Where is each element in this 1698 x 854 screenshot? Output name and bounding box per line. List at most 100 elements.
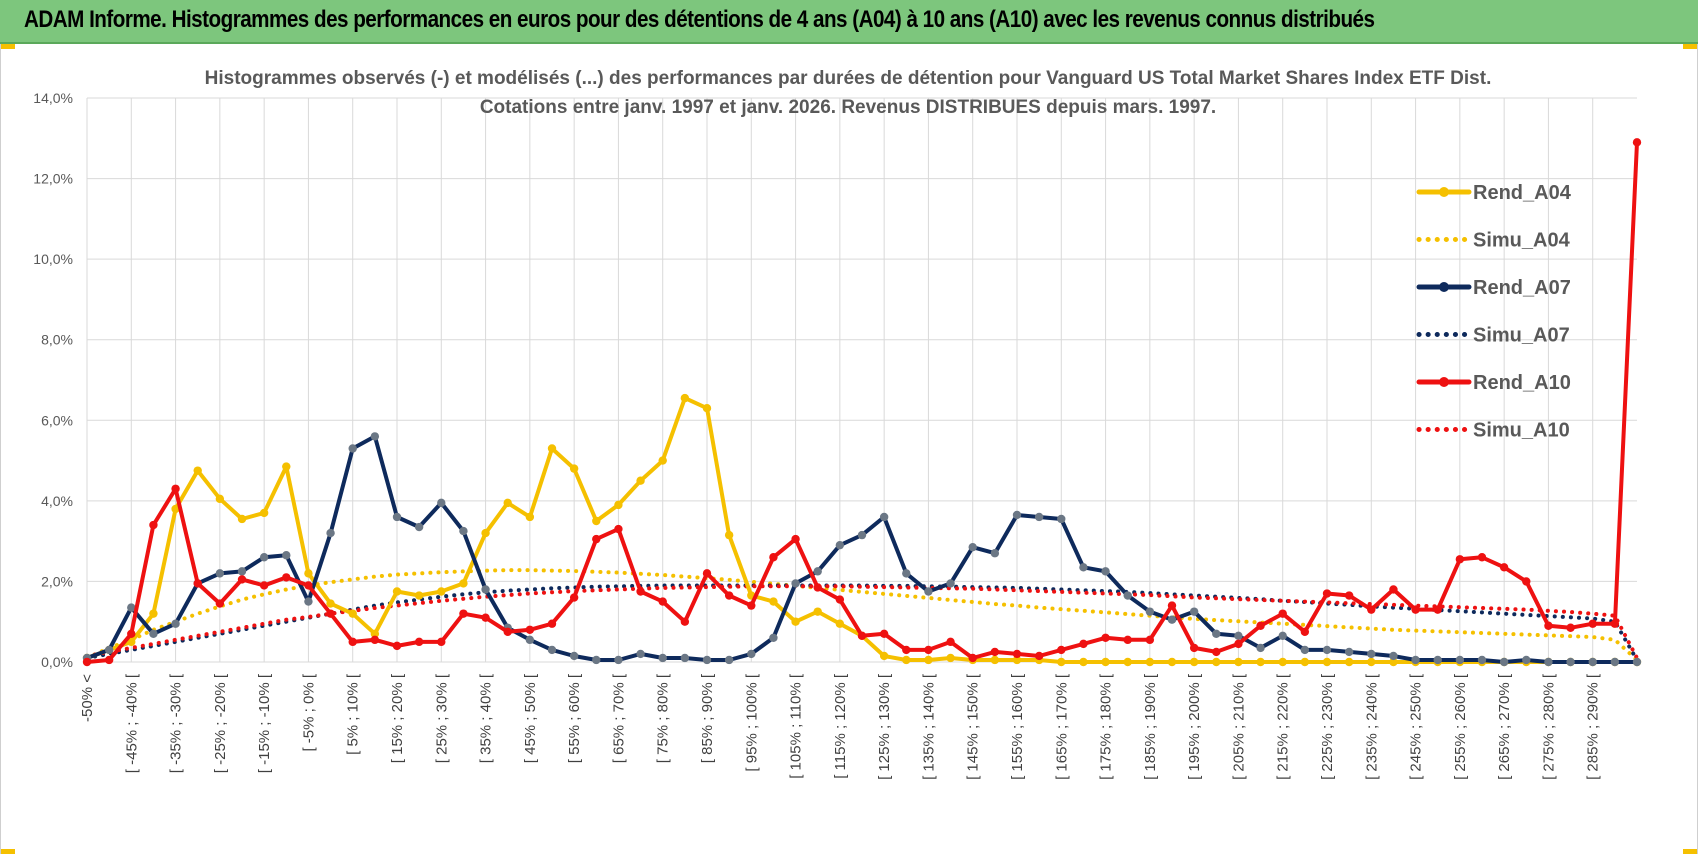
y-tick-label: 2,0% — [41, 573, 73, 589]
point-rend_a07 — [879, 512, 889, 522]
point-rend_a07 — [171, 619, 180, 628]
point-rend_a10 — [747, 601, 756, 610]
point-rend_a10 — [791, 534, 800, 544]
point-rend_a10 — [1123, 635, 1132, 645]
point-rend_a10 — [127, 629, 136, 638]
point-rend_a07 — [237, 567, 247, 576]
y-tick-label: 6,0% — [41, 412, 73, 428]
point-rend_a07 — [569, 651, 579, 661]
point-rend_a10 — [1256, 621, 1265, 630]
point-rend_a07 — [1012, 510, 1022, 520]
legend-label-rend_a10: Rend_A10 — [1473, 372, 1571, 394]
point-rend_a10 — [968, 653, 977, 663]
y-tick-label: 12,0% — [33, 171, 73, 187]
series-line-rend_a07 — [85, 434, 1639, 664]
point-rend_a07 — [437, 498, 446, 508]
x-tick-label: [ 265% ; 270% [ — [1496, 673, 1513, 780]
point-rend_a04 — [503, 498, 512, 508]
point-rend_a10 — [1455, 555, 1465, 564]
point-rend_a07 — [1522, 655, 1531, 665]
point-rend_a04 — [348, 609, 357, 618]
corner-mark-bottom-left — [1, 849, 15, 854]
point-rend_a04 — [1012, 655, 1022, 665]
point-rend_a07 — [1455, 655, 1465, 665]
point-rend_a10 — [171, 484, 180, 493]
point-rend_a04 — [1256, 657, 1265, 667]
point-rend_a07 — [1322, 645, 1332, 655]
point-rend_a07 — [902, 569, 911, 578]
point-rend_a04 — [547, 444, 557, 453]
point-rend_a04 — [990, 655, 1000, 665]
series-line-rend_a04 — [85, 396, 1639, 664]
point-rend_a10 — [392, 641, 402, 651]
point-rend_a04 — [769, 597, 778, 606]
point-rend_a10 — [437, 637, 446, 647]
point-rend_a07 — [1212, 629, 1221, 638]
point-rend_a04 — [946, 653, 955, 663]
point-rend_a10 — [1101, 633, 1110, 643]
point-rend_a10 — [990, 647, 1000, 657]
point-rend_a10 — [1278, 609, 1287, 618]
point-rend_a07 — [702, 655, 712, 665]
point-rend_a07 — [304, 597, 313, 606]
point-rend_a07 — [857, 530, 867, 540]
x-tick-label: [ 165% ; 170% [ — [1053, 673, 1070, 780]
point-rend_a07 — [127, 603, 136, 612]
point-rend_a07 — [614, 655, 623, 665]
point-rend_a07 — [1566, 657, 1575, 667]
point-rend_a10 — [1057, 645, 1066, 655]
x-tick-label: [ 225% ; 230% [ — [1319, 673, 1336, 780]
header-bar: ADAM Informe. Histogrammes des performan… — [0, 0, 1698, 44]
point-rend_a10 — [592, 534, 601, 544]
point-rend_a04 — [680, 393, 690, 403]
x-tick-label: [ 255% ; 260% [ — [1452, 673, 1469, 780]
point-rend_a10 — [680, 617, 690, 626]
point-rend_a10 — [946, 637, 955, 647]
point-rend_a07 — [326, 528, 335, 538]
point-rend_a07 — [1057, 514, 1066, 524]
point-rend_a10 — [614, 524, 623, 534]
point-rend_a10 — [1189, 643, 1199, 653]
point-rend_a10 — [282, 573, 291, 582]
point-rend_a07 — [968, 542, 977, 552]
x-tick-label: [ 275% ; 280% [ — [1540, 673, 1557, 780]
chart-frame: 0,0% 2,0% 4,0% 6,0% 8,0% 10,0% 12,0% 14,0% Hist… — [0, 44, 1698, 854]
point-rend_a10 — [193, 579, 202, 588]
point-rend_a07 — [414, 522, 424, 532]
y-tick-label: 8,0% — [41, 332, 73, 348]
point-rend_a10 — [1477, 553, 1487, 562]
point-rend_a07 — [1544, 657, 1553, 667]
point-rend_a10 — [702, 569, 712, 578]
x-tick-label: [ 195% ; 200% [ — [1186, 673, 1203, 780]
x-tick-label: [ 85% ; 90% [ — [699, 673, 716, 763]
x-tick-label: [ 95% ; 100% [ — [743, 673, 760, 771]
x-tick-label: [ 185% ; 190% [ — [1142, 673, 1159, 780]
point-rend_a10 — [525, 625, 535, 634]
point-rend_a10 — [348, 637, 357, 647]
legend-marker-rend_a04 — [1439, 187, 1449, 197]
x-tick-label: [ 65% ; 70% [ — [610, 673, 627, 763]
point-rend_a07 — [813, 567, 822, 576]
point-rend_a04 — [1389, 657, 1398, 667]
x-tick-label: [ 235% ; 240% [ — [1363, 673, 1380, 780]
x-tick-label: [ 25% ; 30% [ — [433, 673, 450, 763]
point-rend_a04 — [326, 599, 335, 608]
point-rend_a10 — [459, 609, 468, 618]
point-rend_a04 — [282, 462, 291, 471]
point-rend_a07 — [658, 653, 667, 663]
point-rend_a04 — [702, 404, 712, 413]
point-rend_a04 — [879, 651, 889, 661]
point-rend_a04 — [149, 609, 158, 618]
x-tick-label: [ -45% ; -40% [ — [123, 673, 140, 773]
x-tick-label: [ 125% ; 130% [ — [876, 673, 893, 780]
legend: Rend_A04 Simu_A04 Rend_A07 Simu_A07 Rend_A10… — [1416, 182, 1572, 442]
x-tick-label: [ -25% ; -20% [ — [212, 673, 229, 773]
point-rend_a04 — [1367, 657, 1376, 667]
y-axis-ticks: 0,0% 2,0% 4,0% 6,0% 8,0% 10,0% 12,0% 14,0% — [33, 90, 73, 670]
point-rend_a10 — [813, 583, 822, 592]
point-rend_a07 — [1477, 655, 1487, 665]
point-rend_a07 — [1499, 657, 1509, 667]
point-rend_a04 — [569, 464, 579, 473]
point-rend_a04 — [1322, 657, 1332, 667]
point-rend_a10 — [769, 553, 778, 562]
